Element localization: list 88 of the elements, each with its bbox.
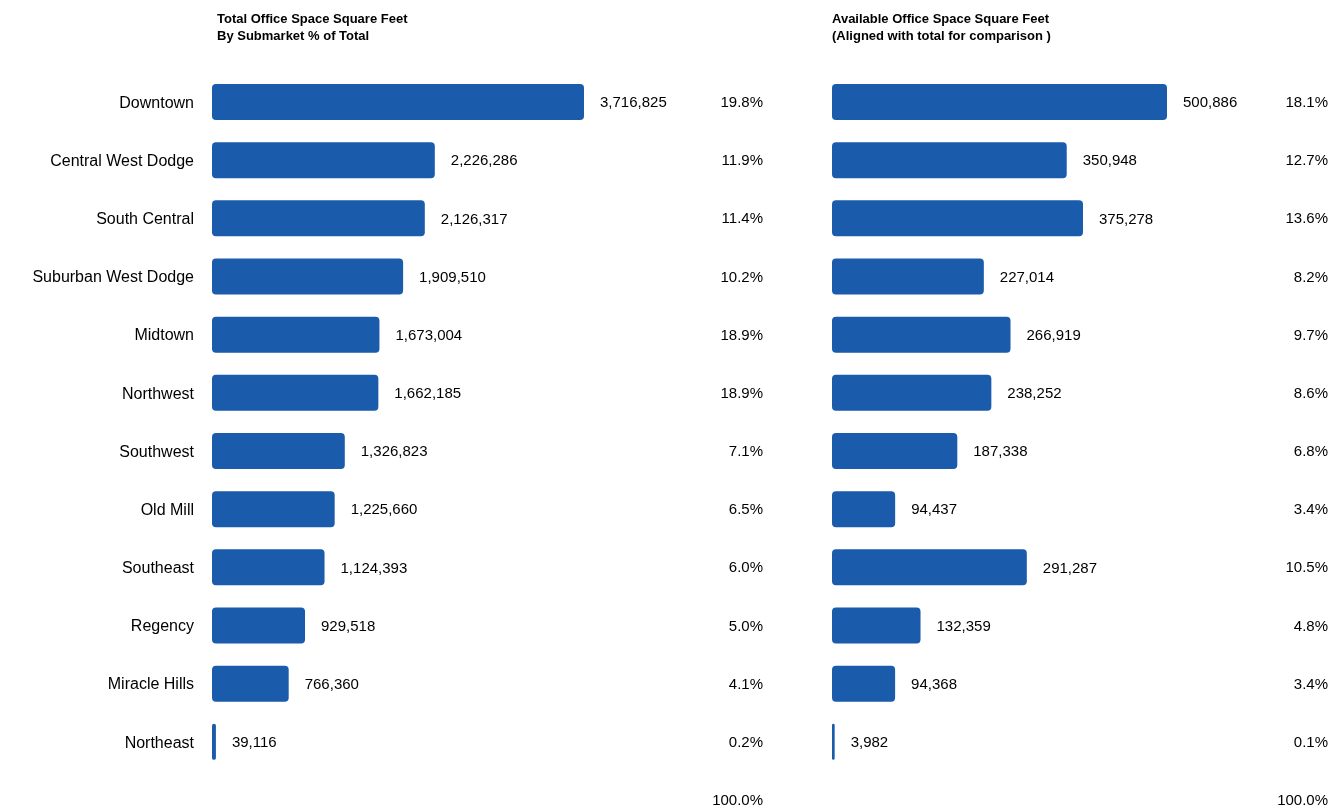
y-tick-label: Miracle Hills	[107, 675, 194, 693]
bar	[832, 607, 921, 644]
text: 10.2%	[719, 266, 763, 287]
bar	[212, 316, 380, 353]
text: 0.2%	[727, 731, 763, 752]
bar	[212, 491, 335, 528]
text: 11.4%	[720, 208, 763, 229]
text: 3.4%	[1292, 673, 1328, 694]
text: 4.1%	[727, 673, 763, 694]
bar	[212, 665, 289, 702]
data-label: 1,124,393	[340, 558, 408, 576]
text: 19.8%	[719, 92, 763, 113]
text: 6.5%	[727, 499, 763, 520]
data-label: 3,982	[850, 733, 889, 751]
data-label: 2,126,317	[440, 209, 508, 227]
text: 100.0%	[711, 790, 763, 808]
y-tick-label: Southwest	[119, 442, 195, 460]
text: 6.0%	[727, 557, 763, 578]
bar	[212, 549, 325, 586]
data-label: 1,225,660	[350, 500, 418, 518]
bar	[832, 723, 835, 760]
bar	[212, 142, 435, 179]
text: 9.7%	[1292, 324, 1328, 345]
data-label: 1,673,004	[395, 325, 463, 343]
text: 18.1%	[1284, 92, 1328, 113]
data-label: 350,948	[1082, 151, 1137, 169]
data-label: 1,909,510	[419, 267, 486, 285]
data-label: 266,919	[1026, 325, 1081, 343]
text: 8.2%	[1292, 266, 1328, 287]
text: 0.1%	[1292, 731, 1328, 752]
data-label: 94,368	[911, 674, 958, 692]
bar	[832, 549, 1027, 586]
y-tick-label: Regency	[130, 617, 194, 635]
y-tick-label: Northeast	[124, 733, 195, 751]
chart-title: Total Office Space Square Feet By Submarket % of Total	[217, 10, 409, 44]
y-tick-label: Northwest	[121, 384, 195, 402]
data-label: 238,252	[1007, 384, 1062, 402]
text: 12.7%	[1284, 150, 1328, 171]
bar	[832, 491, 896, 528]
bar	[832, 142, 1067, 179]
bar	[212, 433, 345, 469]
bar	[832, 316, 1011, 353]
text: 10.5%	[1284, 557, 1328, 578]
bar	[212, 374, 379, 411]
bar	[832, 84, 1167, 120]
y-tick-label: Southeast	[121, 559, 195, 577]
bar	[832, 433, 958, 469]
data-label: 929,518	[321, 616, 376, 634]
y-tick-label: Old Mill	[140, 500, 194, 518]
bar	[832, 374, 992, 411]
data-label: 39,116	[231, 733, 277, 751]
text: 18.9%	[719, 324, 763, 345]
data-label: 94,437	[911, 500, 958, 518]
text: 6.8%	[1292, 441, 1328, 462]
data-label: 291,287	[1042, 558, 1098, 576]
text: 18.9%	[719, 382, 763, 403]
data-label: 187,338	[973, 442, 1028, 460]
text: 3.4%	[1292, 499, 1328, 520]
text: 100.0%	[1276, 790, 1328, 808]
text: 13.6%	[1284, 208, 1328, 229]
text: 11.9%	[720, 150, 763, 171]
data-label: 227,014	[999, 267, 1055, 285]
bar	[212, 607, 306, 644]
y-tick-label: Central West Dodge	[50, 151, 195, 169]
text: 5.0%	[727, 615, 763, 636]
bar	[212, 200, 425, 237]
text: 7.1%	[727, 441, 763, 462]
text: 4.8%	[1292, 615, 1328, 636]
y-tick-label: Downtown	[119, 93, 194, 111]
bar	[212, 723, 216, 760]
bar	[212, 84, 584, 120]
data-label: 766,360	[304, 674, 359, 692]
data-label: 500,886	[1183, 93, 1238, 111]
data-label: 3,716,825	[600, 93, 667, 111]
chart-title: Available Office Space Square Feet (Aligned with total for comparison )	[832, 10, 1052, 44]
data-label: 1,662,185	[394, 384, 462, 402]
bar	[832, 200, 1083, 237]
text: 8.6%	[1292, 382, 1328, 403]
data-label: 2,226,286	[450, 151, 518, 169]
y-tick-label: Suburban West Dodge	[32, 268, 195, 286]
data-label: 1,326,823	[360, 442, 428, 460]
y-tick-label: Midtown	[134, 326, 194, 344]
data-label: 132,359	[936, 616, 991, 634]
bar	[212, 258, 404, 295]
bar	[832, 665, 896, 702]
data-label: 375,278	[1098, 209, 1154, 227]
y-tick-label: South Central	[96, 210, 194, 228]
bar	[832, 258, 984, 295]
